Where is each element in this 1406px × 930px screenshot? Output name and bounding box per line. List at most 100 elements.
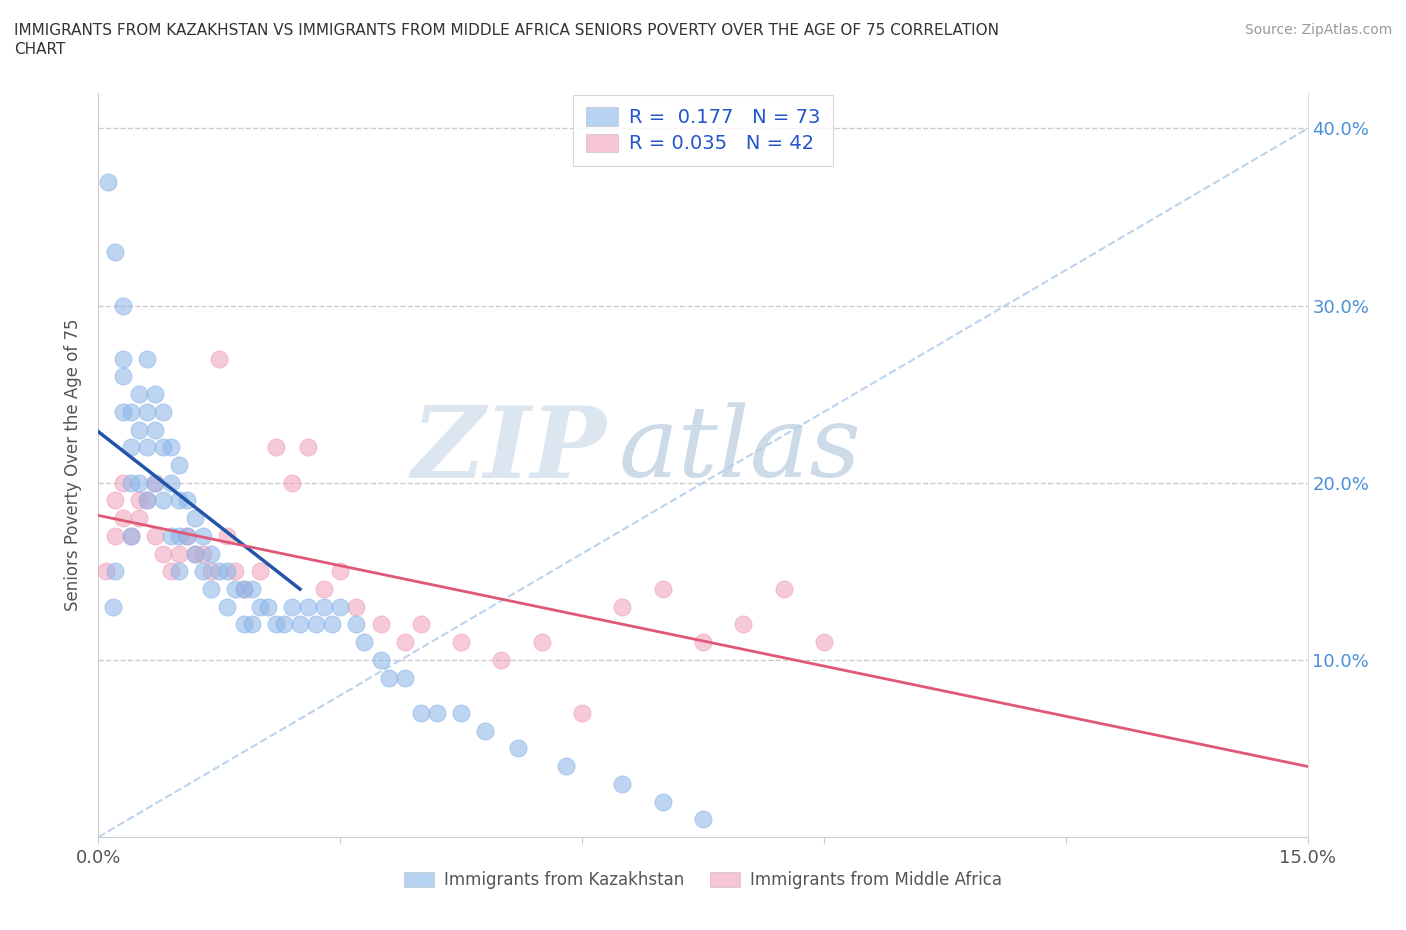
Point — [370, 653, 392, 668]
Point — [772, 581, 794, 596]
Point — [97, 174, 120, 189]
Point — [103, 528, 125, 543]
Point — [184, 511, 207, 525]
Point — [506, 741, 529, 756]
Point — [135, 352, 157, 366]
Point — [288, 617, 311, 631]
Point — [167, 493, 190, 508]
Point — [224, 564, 246, 578]
Legend: Immigrants from Kazakhstan, Immigrants from Middle Africa: Immigrants from Kazakhstan, Immigrants f… — [398, 864, 1008, 896]
Point — [217, 564, 239, 578]
Point — [120, 475, 142, 490]
Point — [111, 352, 134, 366]
Point — [692, 812, 714, 827]
Point — [120, 405, 142, 419]
Point — [314, 599, 336, 614]
Point — [273, 617, 295, 631]
Point — [152, 405, 174, 419]
Point — [491, 653, 513, 668]
Point — [264, 440, 287, 455]
Point — [101, 599, 124, 614]
Point — [344, 617, 367, 631]
Point — [111, 299, 134, 313]
Point — [160, 475, 183, 490]
Point — [224, 581, 246, 596]
Point — [344, 599, 367, 614]
Point — [184, 546, 207, 561]
Point — [160, 440, 183, 455]
Point — [530, 634, 553, 649]
Point — [321, 617, 343, 631]
Point — [409, 706, 432, 721]
Point — [281, 599, 304, 614]
Point — [167, 528, 190, 543]
Point — [120, 528, 142, 543]
Point — [128, 387, 150, 402]
Point — [394, 634, 416, 649]
Point — [474, 724, 496, 738]
Point — [128, 511, 150, 525]
Point — [651, 794, 673, 809]
Point — [692, 634, 714, 649]
Point — [240, 617, 263, 631]
Text: ZIP: ZIP — [412, 402, 606, 498]
Point — [297, 440, 319, 455]
Point — [167, 458, 190, 472]
Point — [152, 493, 174, 508]
Point — [651, 581, 673, 596]
Point — [160, 564, 183, 578]
Point — [143, 387, 166, 402]
Point — [176, 528, 198, 543]
Text: IMMIGRANTS FROM KAZAKHSTAN VS IMMIGRANTS FROM MIDDLE AFRICA SENIORS POVERTY OVER: IMMIGRANTS FROM KAZAKHSTAN VS IMMIGRANTS… — [14, 23, 1000, 38]
Point — [370, 617, 392, 631]
Point — [103, 245, 125, 259]
Point — [193, 528, 215, 543]
Point — [208, 564, 231, 578]
Point — [167, 546, 190, 561]
Point — [143, 422, 166, 437]
Point — [813, 634, 835, 649]
Point — [256, 599, 278, 614]
Point — [143, 475, 166, 490]
Point — [297, 599, 319, 614]
Point — [426, 706, 449, 721]
Point — [143, 475, 166, 490]
Point — [152, 546, 174, 561]
Point — [450, 706, 472, 721]
Point — [733, 617, 755, 631]
Point — [394, 671, 416, 685]
Point — [128, 422, 150, 437]
Point — [217, 528, 239, 543]
Point — [200, 546, 222, 561]
Point — [96, 564, 118, 578]
Point — [103, 564, 125, 578]
Point — [111, 511, 134, 525]
Text: Source: ZipAtlas.com: Source: ZipAtlas.com — [1244, 23, 1392, 37]
Point — [377, 671, 399, 685]
Point — [217, 599, 239, 614]
Point — [305, 617, 328, 631]
Point — [143, 528, 166, 543]
Point — [329, 599, 352, 614]
Point — [135, 493, 157, 508]
Point — [264, 617, 287, 631]
Point — [167, 564, 190, 578]
Point — [232, 617, 254, 631]
Point — [160, 528, 183, 543]
Point — [200, 581, 222, 596]
Point — [612, 777, 634, 791]
Point — [200, 564, 222, 578]
Point — [555, 759, 578, 774]
Point — [314, 581, 336, 596]
Point — [120, 528, 142, 543]
Point — [329, 564, 352, 578]
Point — [135, 440, 157, 455]
Point — [612, 599, 634, 614]
Point — [135, 493, 157, 508]
Point — [111, 369, 134, 384]
Point — [571, 706, 593, 721]
Point — [409, 617, 432, 631]
Point — [128, 493, 150, 508]
Point — [184, 546, 207, 561]
Text: atlas: atlas — [619, 403, 860, 498]
